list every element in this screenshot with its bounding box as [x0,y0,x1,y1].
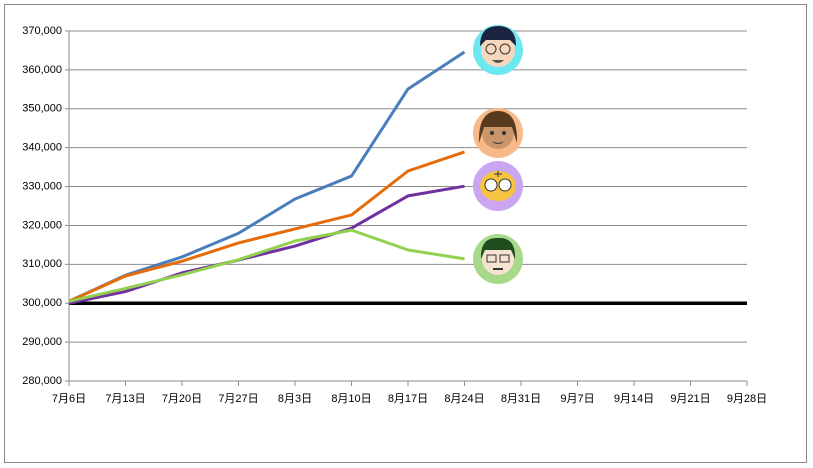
x-tick-label: 8月17日 [388,393,428,405]
avatars [473,25,523,284]
x-tick-label: 7月20日 [162,393,202,405]
series-line [68,228,465,303]
avatar [473,25,523,75]
y-tick-label: 320,000 [22,219,62,231]
avatar [473,161,523,211]
chart-frame [4,4,807,463]
x-tick-label: 7月27日 [218,393,258,405]
y-tick-label: 300,000 [22,297,62,309]
avatar [473,108,523,158]
x-tick-label: 8月10日 [331,393,371,405]
x-tick-label: 9月21日 [670,393,710,405]
series-line [68,184,465,305]
avatar [473,234,523,284]
x-tick-label: 8月3日 [278,393,312,405]
x-tick-label: 7月6日 [52,393,86,405]
x-tick-label: 9月28日 [727,393,767,405]
x-tick-label: 9月7日 [560,393,594,405]
y-tick-label: 340,000 [22,142,62,154]
y-tick-label: 350,000 [22,103,62,115]
y-tick-label: 360,000 [22,64,62,76]
y-tick-label: 370,000 [22,25,62,37]
series-line [68,150,465,303]
x-tick-label: 8月24日 [444,393,484,405]
y-tick-label: 330,000 [22,180,62,192]
x-tick-label: 7月13日 [105,393,145,405]
y-tick-label: 310,000 [22,258,62,270]
x-tick-label: 9月14日 [614,393,654,405]
y-tick-label: 280,000 [22,375,62,387]
x-tick-label: 8月31日 [501,393,541,405]
y-tick-label: 290,000 [22,336,62,348]
